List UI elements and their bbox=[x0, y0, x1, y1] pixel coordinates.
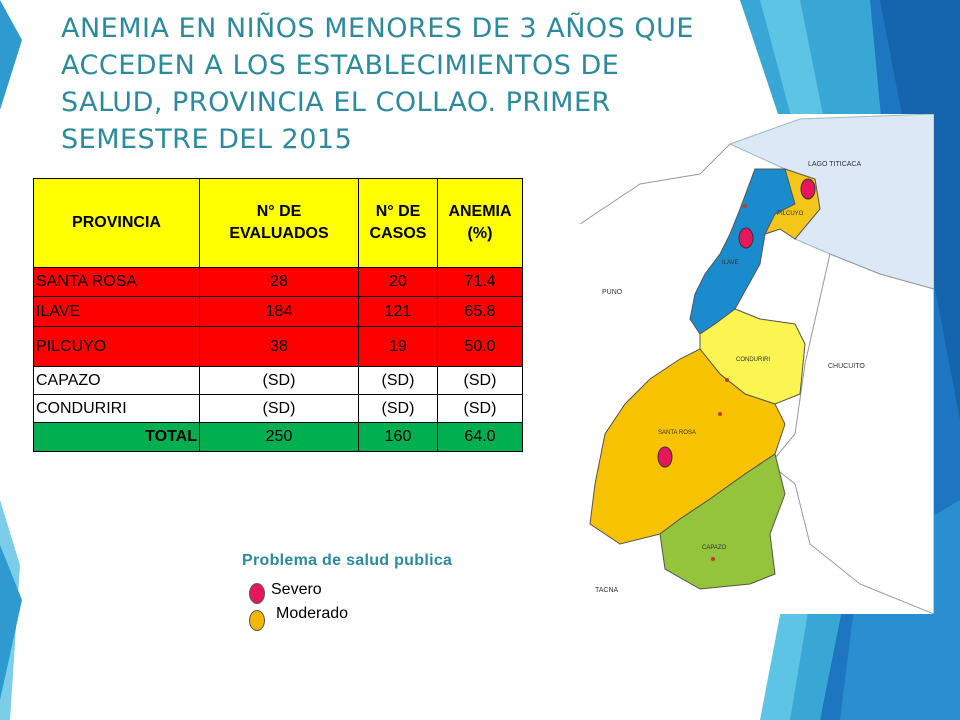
cell-total-casos: 160 bbox=[358, 422, 438, 452]
cell-provincia: ILAVE bbox=[33, 296, 200, 327]
title-line-1: ANEMIA EN NIÑOS MENORES DE 3 AÑOS QUE bbox=[61, 13, 694, 44]
severe-marker-santa-rosa bbox=[657, 446, 673, 468]
table-total-row: TOTAL 250 160 64.0 bbox=[33, 422, 523, 452]
province-map: LAGO TITICACA PILCUYO ILAVE PUNO CONDURI… bbox=[580, 114, 934, 614]
legend-moderate-dot bbox=[249, 610, 265, 631]
map-label-capazo: CAPAZO bbox=[702, 545, 727, 551]
header-anemia-line1: ANEMIA bbox=[448, 203, 512, 220]
cell-casos: 121 bbox=[358, 296, 438, 327]
map-label-tacna: TACNA bbox=[595, 587, 619, 594]
map-label-chucuito: CHUCUITO bbox=[828, 363, 865, 370]
header-casos: N° DE CASOS bbox=[358, 178, 438, 268]
severe-marker-ilave bbox=[738, 227, 754, 249]
table-row: CONDURIRI (SD) (SD) (SD) bbox=[33, 394, 523, 423]
cell-casos: 19 bbox=[358, 326, 438, 367]
header-casos-line2: CASOS bbox=[369, 225, 427, 242]
cell-anemia: (SD) bbox=[437, 394, 523, 423]
cell-casos: (SD) bbox=[358, 394, 438, 423]
cell-anemia: 50.0 bbox=[437, 326, 523, 367]
table-row: ILAVE 184 121 65.8 bbox=[33, 296, 523, 327]
header-casos-line1: N° DE bbox=[375, 203, 421, 220]
title-line-4: SEMESTRE DEL 2015 bbox=[61, 124, 353, 155]
header-evaluados-line1: N° DE bbox=[256, 203, 302, 220]
slide-title: ANEMIA EN NIÑOS MENORES DE 3 AÑOS QUE AC… bbox=[61, 10, 701, 158]
map-label-conduriri: CONDURIRI bbox=[736, 357, 770, 363]
conduriri-region bbox=[699, 308, 806, 405]
cell-evaluados: (SD) bbox=[199, 366, 359, 395]
map-label-lago: LAGO TITICACA bbox=[808, 161, 861, 168]
cell-total-label: TOTAL bbox=[33, 422, 200, 452]
map-label-puno: PUNO bbox=[602, 289, 623, 296]
cell-anemia: 65.8 bbox=[437, 296, 523, 327]
chucuito-region-outline bbox=[769, 253, 934, 614]
cell-provincia: CONDURIRI bbox=[33, 394, 200, 423]
header-evaluados: N° DE EVALUADOS bbox=[199, 178, 359, 268]
cell-total-anemia: 64.0 bbox=[437, 422, 523, 452]
map-label-santa-rosa: SANTA ROSA bbox=[658, 430, 696, 436]
town-marker bbox=[718, 412, 722, 416]
cell-casos: (SD) bbox=[358, 366, 438, 395]
town-marker bbox=[711, 557, 715, 561]
cell-evaluados: (SD) bbox=[199, 394, 359, 423]
map-label-pilcuyo: PILCUYO bbox=[777, 211, 804, 217]
table-row: CAPAZO (SD) (SD) (SD) bbox=[33, 366, 523, 395]
severe-marker-pilcuyo bbox=[800, 178, 816, 200]
table-header-row: PROVINCIA N° DE EVALUADOS N° DE CASOS ANEM… bbox=[33, 178, 523, 268]
cell-provincia: PILCUYO bbox=[33, 326, 200, 367]
cell-anemia: 71.4 bbox=[437, 267, 523, 297]
cell-evaluados: 28 bbox=[199, 267, 359, 297]
header-evaluados-line2: EVALUADOS bbox=[229, 225, 329, 242]
map-label-ilave: ILAVE bbox=[722, 260, 739, 266]
town-marker bbox=[725, 378, 729, 382]
cell-total-evaluados: 250 bbox=[199, 422, 359, 452]
cell-provincia: SANTA ROSA bbox=[33, 267, 200, 297]
table-row: PILCUYO 38 19 50.0 bbox=[33, 326, 523, 367]
title-line-3: SALUD, PROVINCIA EL COLLAO. PRIMER bbox=[61, 87, 611, 118]
capazo-region bbox=[659, 453, 786, 590]
anemia-table: PROVINCIA N° DE EVALUADOS N° DE CASOS ANEM… bbox=[33, 178, 523, 452]
puno-region-outline bbox=[580, 143, 731, 225]
town-marker bbox=[743, 204, 747, 208]
cell-evaluados: 38 bbox=[199, 326, 359, 367]
cell-provincia: CAPAZO bbox=[33, 366, 200, 395]
header-anemia: ANEMIA (%) bbox=[437, 178, 523, 268]
header-anemia-line2: (%) bbox=[467, 225, 493, 242]
header-provincia: PROVINCIA bbox=[33, 178, 200, 268]
legend-moderate-label: Moderado bbox=[276, 605, 349, 622]
title-line-2: ACCEDEN A LOS ESTABLECIMIENTOS DE bbox=[61, 50, 620, 81]
legend-severe-label: Severo bbox=[271, 581, 322, 598]
table-row: SANTA ROSA 28 20 71.4 bbox=[33, 267, 523, 297]
cell-anemia: (SD) bbox=[437, 366, 523, 395]
legend-severe-dot bbox=[249, 583, 265, 604]
legend-title: Problema de salud publica bbox=[242, 552, 453, 569]
cell-casos: 20 bbox=[358, 267, 438, 297]
cell-evaluados: 184 bbox=[199, 296, 359, 327]
